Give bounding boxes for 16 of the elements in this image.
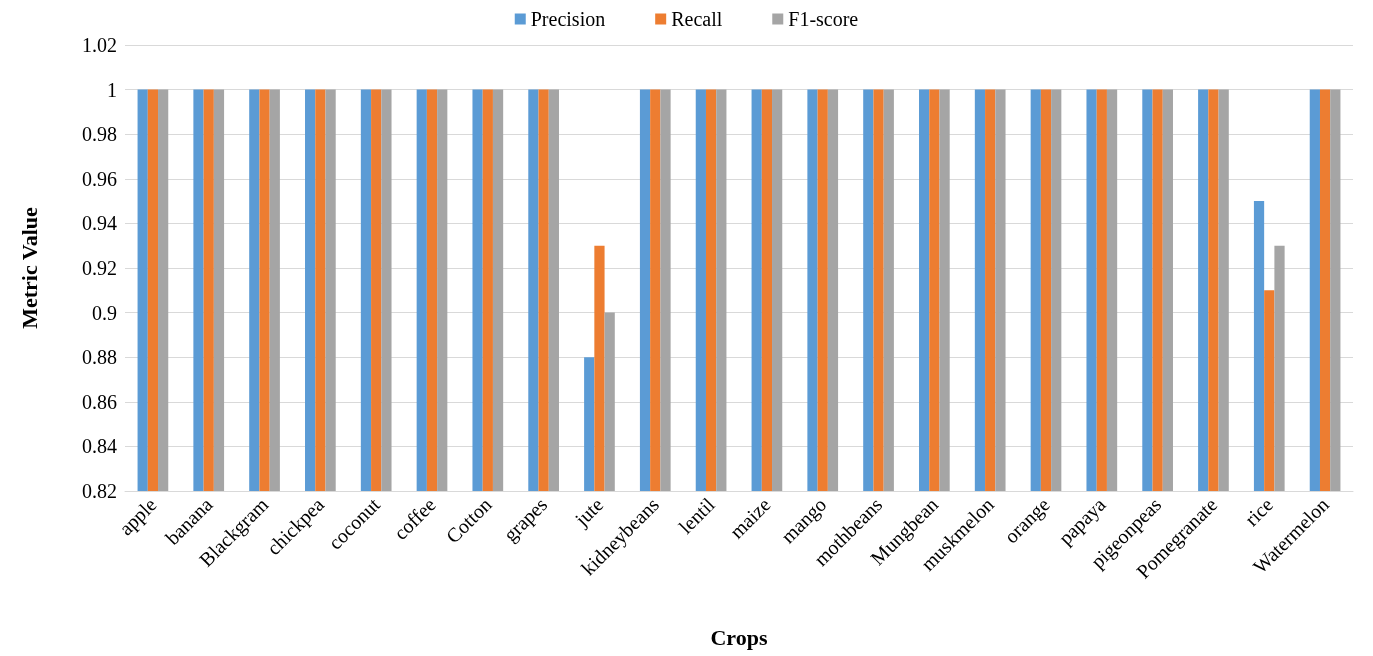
y-tick-label: 0.84 xyxy=(82,435,117,458)
y-tick-label: 0.96 xyxy=(82,167,117,190)
y-tick-label: 1.02 xyxy=(82,34,117,56)
y-tick-label: 0.88 xyxy=(82,346,117,369)
legend-label: Recall xyxy=(671,8,723,30)
y-axis-title: Metric Value xyxy=(16,206,42,329)
y-tick-label: 0.86 xyxy=(82,390,117,413)
y-tick-label: 0.98 xyxy=(82,123,117,146)
y-tick-label: 1 xyxy=(107,78,117,101)
x-axis-title: Crops xyxy=(710,624,768,650)
y-tick-label: 0.94 xyxy=(82,212,117,235)
y-tick-label: 0.9 xyxy=(92,301,117,324)
y-tick-label: 0.92 xyxy=(82,257,117,279)
legend-label: F1-score xyxy=(788,8,859,30)
y-tick-label: 0.82 xyxy=(82,480,117,502)
legend-label: Precision xyxy=(530,8,606,30)
